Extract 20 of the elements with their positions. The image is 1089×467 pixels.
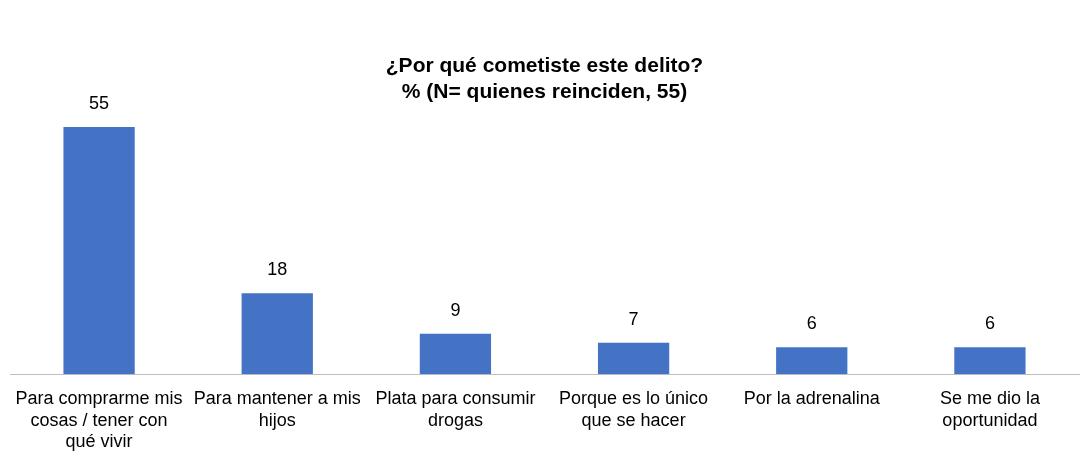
bar <box>597 342 670 375</box>
x-tick-label: Porque es lo único que se hacer <box>559 387 709 430</box>
bar <box>63 126 135 375</box>
data-label: 7 <box>628 308 639 329</box>
data-label: 6 <box>806 313 817 334</box>
bar <box>241 293 313 375</box>
bar <box>954 347 1026 375</box>
x-tick-label: Para mantener a mis hijos <box>193 387 361 430</box>
data-label: 6 <box>984 313 995 334</box>
x-tick-label: Para comprarme mis cosas / tener con qué vivir <box>15 387 183 452</box>
data-label: 18 <box>267 259 288 280</box>
x-tick-label: Plata para consumir drogas <box>375 387 536 430</box>
x-tick-label: Por la adrenalina <box>743 387 881 408</box>
data-label: 9 <box>450 299 461 320</box>
data-label: 55 <box>89 92 110 113</box>
bar <box>419 333 492 375</box>
x-tick-label: Se me dio la oportunidad <box>939 387 1041 430</box>
chart-title: ¿Por qué cometiste este delito? <box>385 53 704 77</box>
bar <box>776 347 848 375</box>
chart-subtitle: % (N= quienes reinciden, 55) <box>401 78 688 102</box>
